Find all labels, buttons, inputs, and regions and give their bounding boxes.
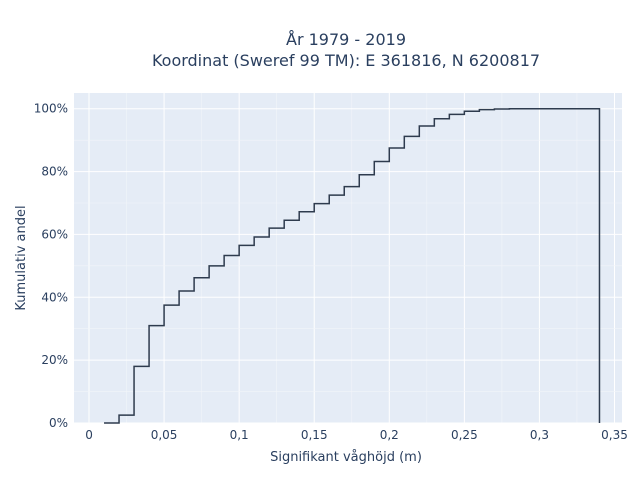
y-tick-label: 40% <box>41 290 68 304</box>
x-tick-label: 0,15 <box>301 428 328 442</box>
y-tick-label: 60% <box>41 227 68 241</box>
x-tick-label: 0,2 <box>380 428 399 442</box>
y-axis-title: Kumulativ andel <box>14 205 29 310</box>
y-tick-label: 80% <box>41 165 68 179</box>
plot-area <box>74 93 622 423</box>
x-tick-label: 0,35 <box>601 428 628 442</box>
grid-lines <box>74 93 622 424</box>
x-tick-label: 0,25 <box>451 428 478 442</box>
y-tick-label: 100% <box>34 102 68 116</box>
y-tick-label: 0% <box>49 416 68 430</box>
x-tick-label: 0,3 <box>530 428 549 442</box>
y-tick-label: 20% <box>41 353 68 367</box>
x-tick-label: 0,05 <box>151 428 178 442</box>
y-tick-labels: 0% 20% 40% 60% 80% 100% <box>34 102 68 430</box>
x-tick-label: 0 <box>85 428 93 442</box>
cumulative-step-line <box>104 107 601 424</box>
x-tick-label: 0,1 <box>230 428 249 442</box>
x-axis-title: Signifikant våghöjd (m) <box>270 450 422 465</box>
chart-title-line-2: Koordinat (Sweref 99 TM): E 361816, N 62… <box>152 51 540 70</box>
chart-title-line-1: År 1979 - 2019 <box>286 30 406 49</box>
x-tick-labels: 0 0,05 0,1 0,15 0,2 0,25 0,3 0,35 <box>85 428 628 442</box>
